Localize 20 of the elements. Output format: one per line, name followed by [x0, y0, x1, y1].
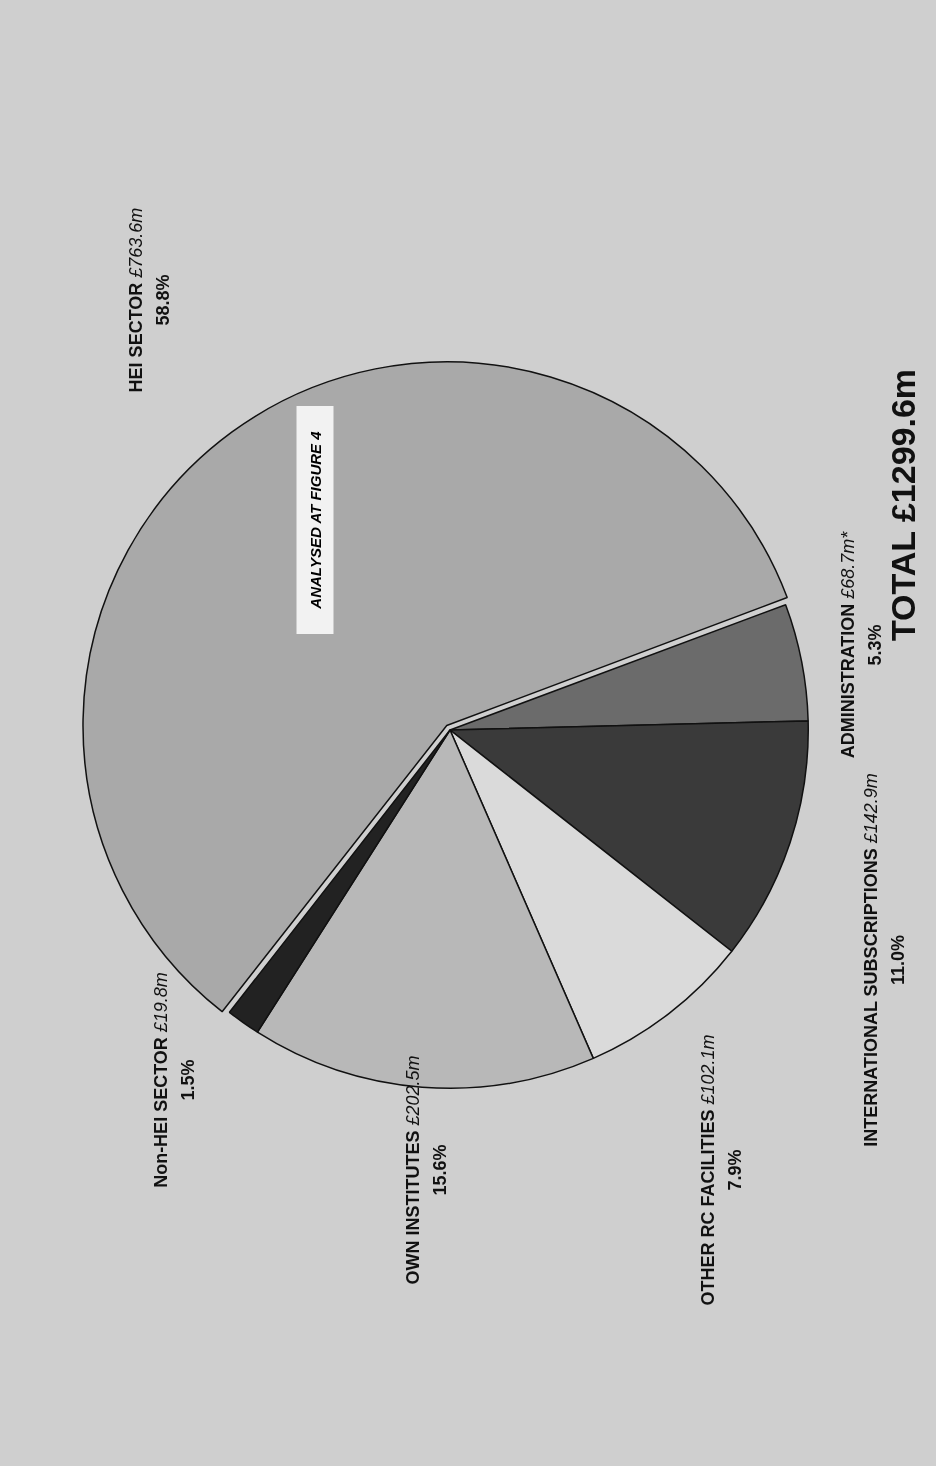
text: ANALYSED AT FIGURE 4 — [306, 431, 324, 609]
text: 11.0% — [888, 934, 908, 986]
text: 58.8% — [153, 274, 173, 326]
data-label: £68.7m* — [838, 531, 858, 599]
text: 1.5% — [178, 1059, 198, 1101]
data-label: £19.8m — [151, 972, 171, 1033]
slice-label: Non-HEI SECTOR — [151, 1037, 171, 1188]
slice-label: HEI SECTOR — [126, 282, 146, 393]
slice-label: ADMINISTRATION — [838, 603, 858, 759]
data-label: £763.6m — [126, 207, 146, 278]
text: 5.3% — [865, 624, 885, 666]
slice-label: OWN INSTITUTES — [403, 1130, 423, 1285]
slice-label: OTHER RC FACILITIES — [698, 1109, 718, 1306]
text: TOTAL £1299.6m — [883, 368, 923, 642]
text: 15.6% — [430, 1144, 450, 1196]
text: 7.9% — [725, 1149, 745, 1191]
data-label: £142.9m — [861, 773, 881, 844]
slice-label: INTERNATIONAL SUBSCRIPTIONS — [861, 848, 881, 1147]
data-label: £102.1m — [698, 1034, 718, 1105]
data-label: £202.5m — [403, 1055, 423, 1126]
